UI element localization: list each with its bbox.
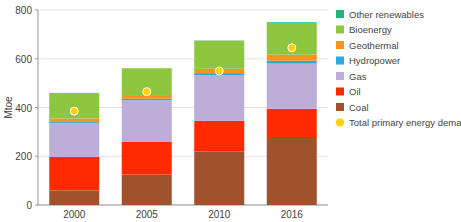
legend-label: Geothermal (349, 40, 399, 51)
legend-label: Other renewables (349, 9, 424, 20)
point (288, 44, 296, 52)
point (143, 88, 151, 96)
bar-segment (267, 109, 317, 138)
bar-segment (122, 100, 172, 141)
legend-label: Oil (349, 86, 361, 97)
bar-segment (267, 138, 317, 205)
bar-segment (122, 142, 172, 175)
y-axis (38, 10, 39, 205)
tick-label: 600 (15, 54, 32, 65)
point (70, 107, 78, 115)
bar-segment (49, 190, 99, 205)
legend-label: Bioenergy (349, 24, 392, 35)
legend-label: Coal (349, 102, 369, 113)
tick-label: 2005 (136, 209, 159, 220)
bar-segment (122, 68, 172, 95)
bar-segment (194, 151, 244, 205)
marks (49, 22, 317, 205)
bar-segment (267, 22, 317, 24)
legend-swatch (336, 10, 344, 18)
bar-segment (267, 61, 317, 64)
legend-swatch (336, 57, 344, 65)
bar-segment (49, 122, 99, 123)
bar-segment (49, 92, 99, 93)
tick-label: 2010 (208, 209, 231, 220)
y-axis-label: Mtoe (3, 96, 14, 119)
bar-segment (267, 23, 317, 55)
tick-label: 2000 (63, 209, 86, 220)
legend-swatch (336, 72, 344, 80)
bar-segment (122, 68, 172, 69)
legend-swatch (336, 41, 344, 49)
bar-segment (122, 99, 172, 100)
grid-line (38, 10, 328, 11)
legend-label: Hydropower (349, 55, 400, 66)
bar-segment (122, 175, 172, 205)
legend-swatch (336, 26, 344, 34)
bar-segment (49, 118, 99, 122)
legend-swatch (336, 119, 344, 127)
bar-segment (194, 75, 244, 121)
bar-segment (49, 123, 99, 156)
bar-segment (267, 64, 317, 109)
bar-segment (49, 93, 99, 119)
tick-label: 800 (15, 5, 32, 16)
tick-label: 0 (26, 200, 32, 211)
legend-swatch (336, 103, 344, 111)
legend-label: Gas (349, 71, 367, 82)
tick-label: 200 (15, 151, 32, 162)
tick-label: 2016 (281, 209, 304, 220)
legend-label: Total primary energy demand (349, 117, 461, 128)
chart: 0 200 400 600 800 Mtoe 2000 2005 2010 2016 Other r… (0, 0, 461, 222)
bar-segment (49, 157, 99, 191)
point (215, 67, 223, 75)
bar-segment (267, 55, 317, 61)
tick-label: 400 (15, 103, 32, 114)
bar-segment (194, 41, 244, 69)
bar-segment (194, 121, 244, 151)
legend-swatch (336, 88, 344, 96)
bar-segment (194, 40, 244, 41)
